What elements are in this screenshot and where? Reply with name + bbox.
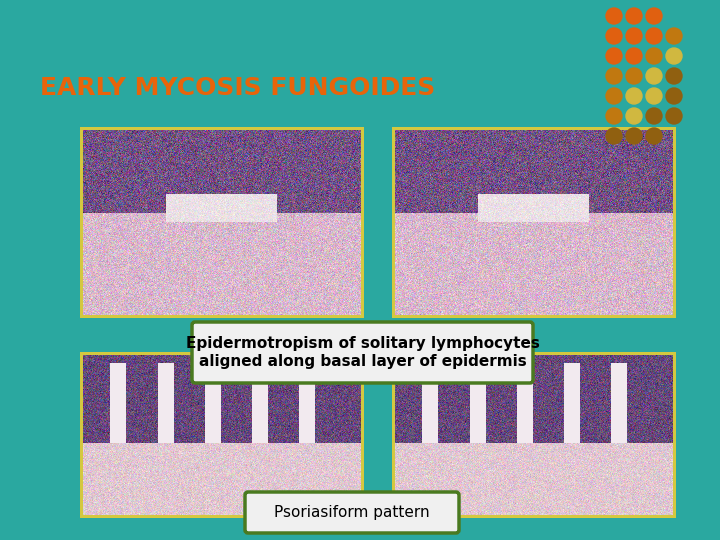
Text: Epidermotropism of solitary lymphocytes
aligned along basal layer of epidermis: Epidermotropism of solitary lymphocytes … [186, 336, 539, 369]
Circle shape [666, 48, 682, 64]
Circle shape [646, 108, 662, 124]
Text: Psoriasiform pattern: Psoriasiform pattern [274, 505, 430, 520]
Circle shape [626, 88, 642, 104]
Circle shape [646, 8, 662, 24]
Circle shape [606, 8, 622, 24]
Circle shape [666, 108, 682, 124]
Circle shape [606, 68, 622, 84]
Circle shape [606, 88, 622, 104]
Circle shape [626, 128, 642, 144]
Circle shape [666, 88, 682, 104]
Circle shape [646, 28, 662, 44]
FancyBboxPatch shape [245, 492, 459, 533]
Circle shape [626, 48, 642, 64]
Bar [80, 352, 364, 518]
Text: EARLY MYCOSIS FUNGOIDES: EARLY MYCOSIS FUNGOIDES [40, 76, 436, 100]
Circle shape [666, 28, 682, 44]
Circle shape [606, 108, 622, 124]
Circle shape [646, 68, 662, 84]
Circle shape [646, 128, 662, 144]
Circle shape [606, 128, 622, 144]
Circle shape [626, 28, 642, 44]
Circle shape [646, 88, 662, 104]
Circle shape [646, 48, 662, 64]
Circle shape [606, 48, 622, 64]
FancyBboxPatch shape [192, 322, 533, 383]
Circle shape [626, 68, 642, 84]
Circle shape [626, 8, 642, 24]
Circle shape [606, 28, 622, 44]
Bar [80, 127, 364, 318]
Circle shape [626, 108, 642, 124]
Bar [392, 352, 676, 518]
Circle shape [666, 68, 682, 84]
Bar [392, 127, 676, 318]
